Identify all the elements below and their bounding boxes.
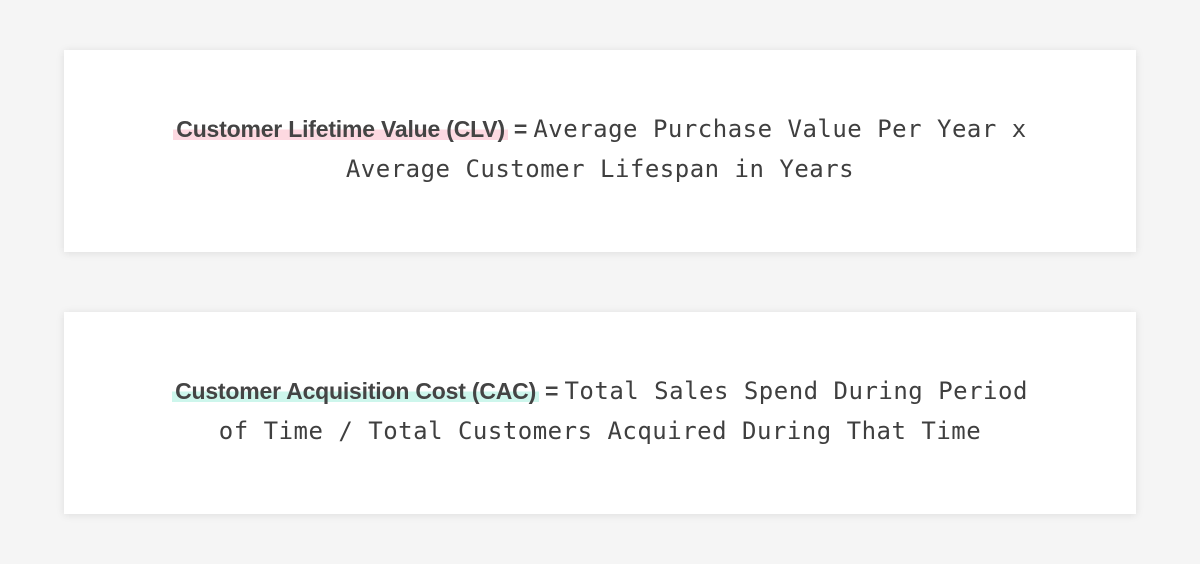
cac-term: Customer Acquisition Cost (CAC) <box>172 378 540 404</box>
clv-formula-card: Customer Lifetime Value (CLV) = Average … <box>64 50 1136 252</box>
cac-equals-sign: = <box>545 378 559 404</box>
cac-formula: Customer Acquisition Cost (CAC) = Total … <box>150 373 1050 453</box>
cac-formula-card: Customer Acquisition Cost (CAC) = Total … <box>64 312 1136 514</box>
clv-formula: Customer Lifetime Value (CLV) = Average … <box>150 111 1050 191</box>
cac-expression: Total Sales Spend During Period of Time … <box>218 377 1028 445</box>
clv-term: Customer Lifetime Value (CLV) <box>173 116 508 142</box>
clv-equals-sign: = <box>513 116 528 142</box>
clv-expression: Average Purchase Value Per Year x Averag… <box>345 115 1027 183</box>
